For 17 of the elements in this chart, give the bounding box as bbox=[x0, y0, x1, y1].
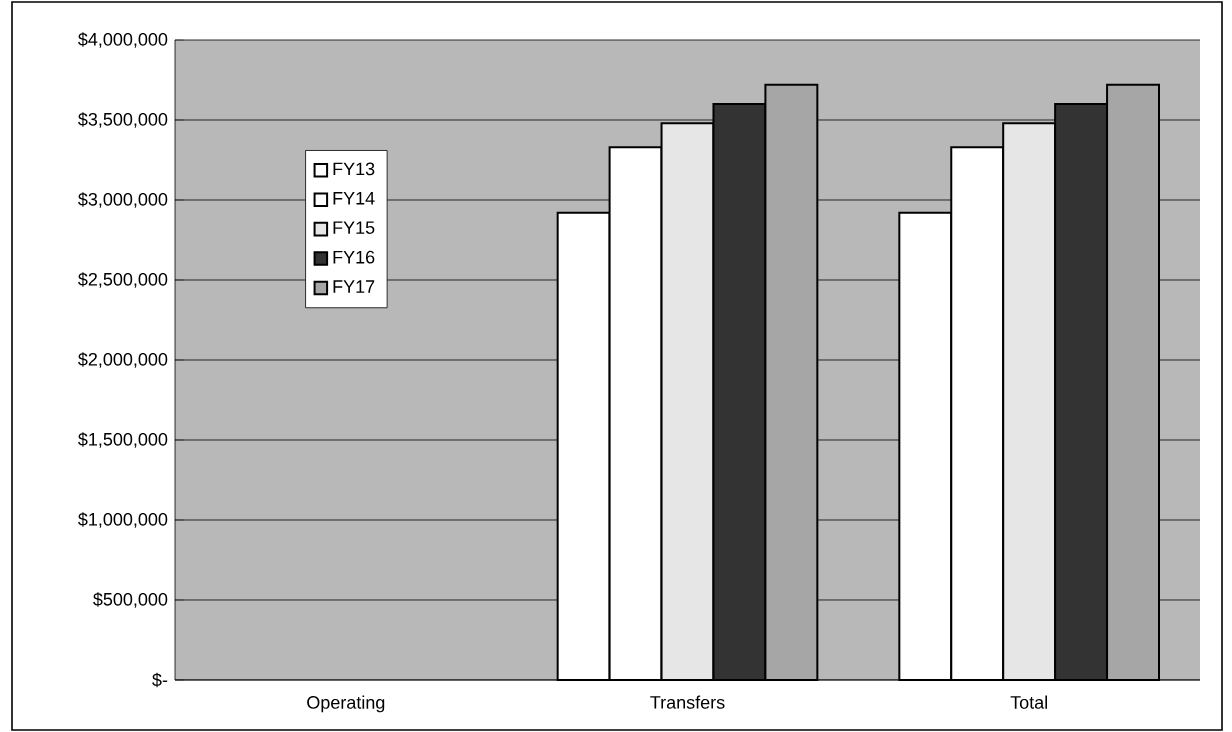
y-tick-label: $3,000,000 bbox=[78, 192, 168, 208]
x-tick-label: Operating bbox=[307, 695, 385, 713]
y-tick-label: $4,000,000 bbox=[78, 32, 168, 48]
legend-label: FY14 bbox=[333, 192, 375, 205]
y-tick-label: $1,000,000 bbox=[78, 512, 168, 528]
legend-label: FY13 bbox=[333, 162, 375, 176]
legend-label: FY17 bbox=[333, 280, 375, 293]
y-tick-label: $500,000 bbox=[93, 592, 168, 608]
y-tick-label: $1,500,000 bbox=[78, 432, 168, 448]
x-tick-label: Total bbox=[1010, 695, 1047, 709]
legend-label: FY16 bbox=[333, 250, 375, 264]
y-tick-label: $3,500,000 bbox=[78, 112, 168, 128]
y-tick-label: $- bbox=[152, 672, 168, 688]
legend-label: FY15 bbox=[333, 221, 375, 234]
x-tick-label: Transfers bbox=[650, 695, 725, 709]
y-tick-label: $2,500,000 bbox=[78, 272, 168, 288]
y-tick-label: $2,000,000 bbox=[78, 352, 168, 368]
